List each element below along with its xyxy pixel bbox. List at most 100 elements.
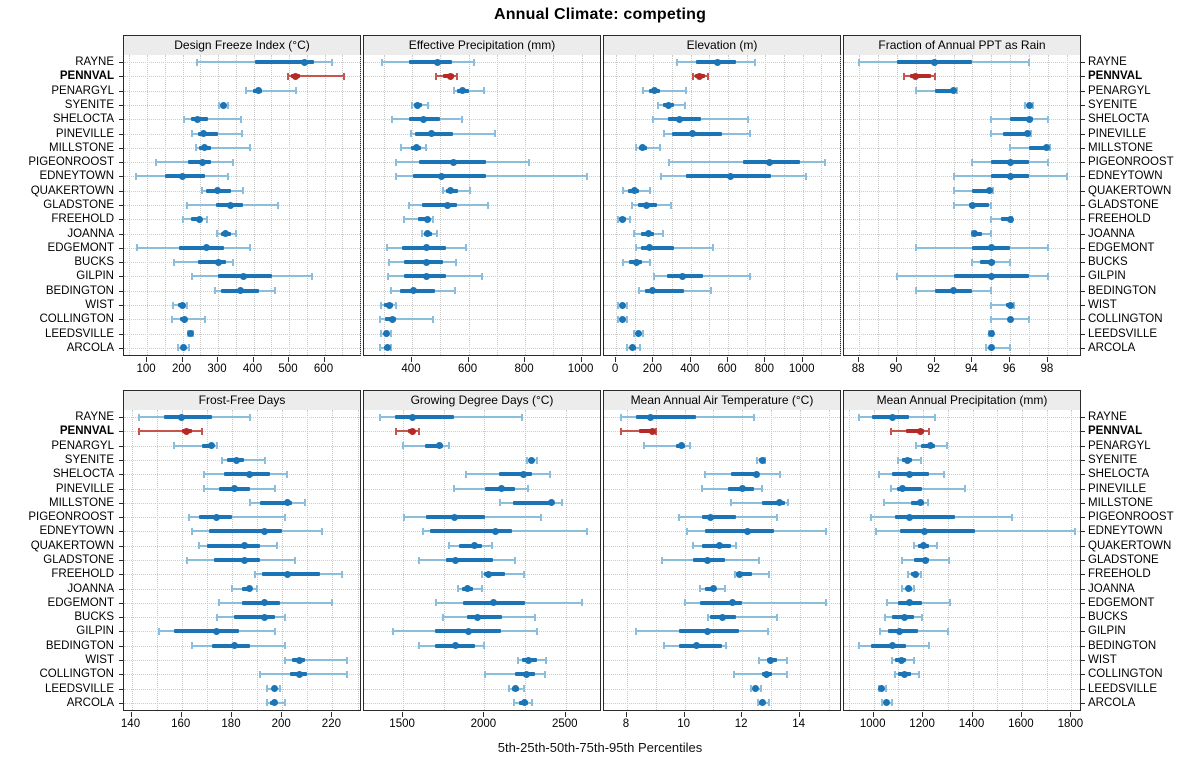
whisker-cap-95th xyxy=(321,527,324,535)
median-dot xyxy=(968,201,976,209)
median-dot xyxy=(220,101,228,109)
row-tick-right xyxy=(1081,617,1085,619)
axis-tick xyxy=(798,712,800,717)
site-label-bucks: BUCKS xyxy=(74,611,114,624)
row-tick-right xyxy=(1081,460,1085,461)
gridline-horizontal xyxy=(844,233,1080,235)
whisker-cap-5th xyxy=(857,413,860,421)
gridline-horizontal xyxy=(604,190,840,192)
median-dot xyxy=(1023,130,1031,138)
gridline-horizontal xyxy=(844,545,1080,547)
site-label-leedsville: LEEDSVILLE xyxy=(44,682,114,695)
whisker-cap-5th xyxy=(230,585,233,593)
whisker-cap-95th xyxy=(346,656,349,664)
row-tick-left xyxy=(119,645,123,647)
whisker-cap-95th xyxy=(427,101,430,109)
row-tick-left xyxy=(119,545,123,547)
axis-tick-label: 160 xyxy=(171,718,191,730)
site-label-collington: COLLINGTON xyxy=(39,668,114,681)
whisker-cap-5th xyxy=(171,301,174,309)
whisker-cap-95th xyxy=(913,585,916,593)
whisker-cap-95th xyxy=(454,258,457,266)
whisker-cap-95th xyxy=(311,272,314,280)
whisker-cap-5th xyxy=(453,87,456,95)
panel-strip: Elevation (m) xyxy=(603,35,841,56)
whisker-cap-95th xyxy=(758,556,761,564)
whisker-cap-5th xyxy=(653,272,656,280)
whisker-cap-5th xyxy=(952,187,955,195)
gridline-horizontal xyxy=(604,445,840,447)
median-dot xyxy=(424,215,432,223)
site-label-wist: WIST xyxy=(85,654,114,666)
whisker-cap-95th xyxy=(785,670,788,678)
row-tick-left xyxy=(119,431,123,433)
row-tick-right xyxy=(1081,347,1085,349)
site-label-pineville: PINEVILLE xyxy=(55,482,114,495)
whisker-cap-5th xyxy=(984,344,987,352)
whisker-cap-95th xyxy=(342,72,345,80)
whisker-cap-95th xyxy=(283,613,286,621)
whisker-5th-95th xyxy=(635,246,713,249)
axis-tick xyxy=(1020,712,1022,717)
gridline-horizontal xyxy=(844,119,1080,121)
site-label-leedsville: LEEDSVILLE xyxy=(44,327,114,340)
whisker-cap-5th xyxy=(643,442,646,450)
row-tick-right xyxy=(1081,560,1085,561)
median-dot xyxy=(183,427,191,435)
median-dot xyxy=(193,115,201,123)
whisker-cap-5th xyxy=(633,330,636,338)
median-dot xyxy=(919,542,927,550)
median-dot xyxy=(547,499,555,507)
median-dot xyxy=(646,413,654,421)
bar-25th-75th xyxy=(678,643,722,648)
axis-tick-label: 92 xyxy=(927,363,940,375)
bar-25th-75th xyxy=(209,529,283,534)
site-label-leedsville: LEEDSVILLE xyxy=(1088,682,1158,695)
whisker-cap-5th xyxy=(683,599,686,607)
whisker-cap-5th xyxy=(907,570,910,578)
median-dot xyxy=(199,158,207,166)
median-dot xyxy=(618,315,626,323)
gridline-horizontal xyxy=(124,702,360,704)
axis-tick xyxy=(801,357,803,362)
whisker-cap-5th xyxy=(176,344,179,352)
median-dot xyxy=(888,642,896,650)
axis-tick xyxy=(146,357,148,362)
median-dot xyxy=(898,656,906,664)
site-label-pigeonroost: PIGEONROOST xyxy=(1088,156,1174,169)
median-dot xyxy=(696,72,704,80)
whisker-5th-95th xyxy=(395,175,588,178)
whisker-cap-95th xyxy=(956,87,959,95)
whisker-cap-5th xyxy=(617,215,620,223)
row-tick-right xyxy=(1081,531,1085,533)
whisker-5th-95th xyxy=(684,601,826,604)
median-dot xyxy=(409,413,417,421)
gridline-horizontal xyxy=(844,645,1080,647)
whisker-cap-5th xyxy=(388,258,391,266)
whisker-cap-95th xyxy=(759,685,762,693)
gridline-horizontal xyxy=(604,233,840,235)
axis-tick-label: 2500 xyxy=(552,718,578,730)
bar-25th-75th xyxy=(262,572,320,577)
bar-25th-75th xyxy=(201,443,215,448)
site-label-arcola: ARCOLA xyxy=(66,696,114,709)
site-label-pineville: PINEVILLE xyxy=(1088,482,1147,495)
median-dot xyxy=(463,585,471,593)
bar-25th-75th xyxy=(635,415,697,420)
median-dot xyxy=(714,58,722,66)
gridline-horizontal xyxy=(604,219,840,221)
whisker-cap-95th xyxy=(943,470,946,478)
row-tick-left xyxy=(119,560,123,561)
axis-tick xyxy=(933,357,935,362)
site-label-pigeonroost: PIGEONROOST xyxy=(28,511,114,524)
whisker-cap-5th xyxy=(617,315,620,323)
median-dot xyxy=(903,456,911,464)
whisker-cap-5th xyxy=(286,72,289,80)
whisker-cap-95th xyxy=(749,272,752,280)
whisker-5th-95th xyxy=(287,75,344,78)
panel-plot xyxy=(603,410,841,711)
axis-tick-label: 220 xyxy=(321,718,341,730)
whisker-cap-95th xyxy=(527,485,530,493)
median-dot xyxy=(898,485,906,493)
axis-tick-label: 400 xyxy=(401,363,421,375)
